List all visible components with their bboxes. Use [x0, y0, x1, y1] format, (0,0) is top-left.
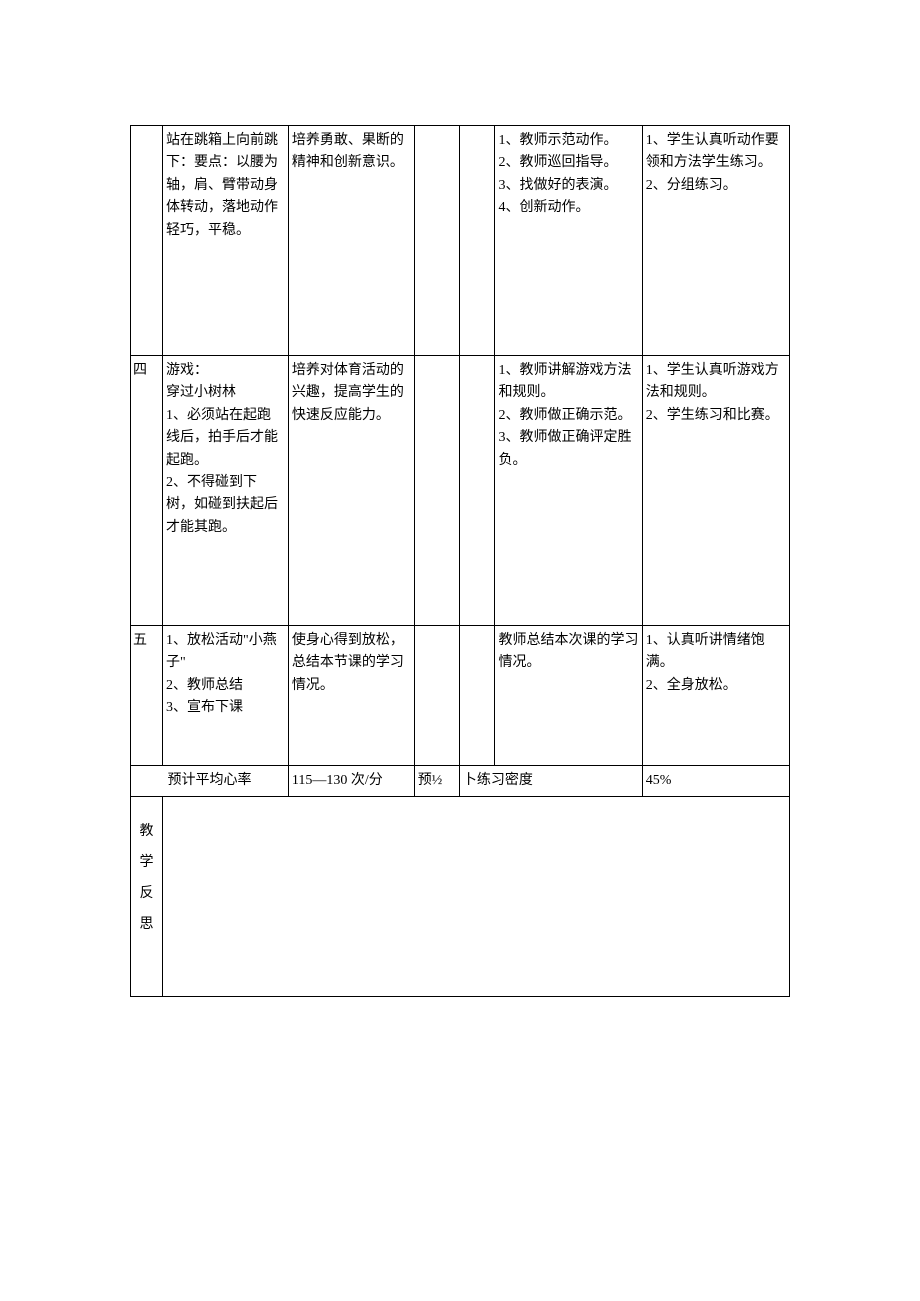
student-activity-cell: 1、学生认真听游戏方法和规则。 2、学生练习和比赛。 [642, 356, 789, 626]
content-cell: 1、放松活动"小燕子" 2、教师总结 3、宣布下课 [163, 626, 289, 766]
teacher-activity-cell: 1、教师示范动作。 2、教师巡回指导。 3、找做好的表演。 4、创新动作。 [495, 126, 642, 356]
blank-cell [414, 356, 459, 626]
teacher-activity-cell: 1、教师讲解游戏方法和规则。 2、教师做正确示范。 3、教师做正确评定胜负。 [495, 356, 642, 626]
density-label-part1: 预½ [414, 766, 459, 797]
lesson-plan-table: 站在跳箱上向前跳下：要点：以腰为轴，肩、臂带动身体转动，落地动作轻巧，平稳。 培… [130, 125, 790, 997]
table-row: 站在跳箱上向前跳下：要点：以腰为轴，肩、臂带动身体转动，落地动作轻巧，平稳。 培… [131, 126, 790, 356]
content-cell: 游戏： 穿过小树林 1、必须站在起跑线后，拍手后才能起跑。 2、不得碰到下树，如… [163, 356, 289, 626]
summary-row: 预计平均心率 115—130 次/分 预½ 卜练习密度 45% [131, 766, 790, 797]
heart-rate-value: 115—130 次/分 [288, 766, 414, 797]
table-row: 四 游戏： 穿过小树林 1、必须站在起跑线后，拍手后才能起跑。 2、不得碰到下树… [131, 356, 790, 626]
section-number: 五 [131, 626, 163, 766]
reflection-char: 反 [134, 879, 159, 910]
heart-rate-label: 预计平均心率 [131, 766, 289, 797]
section-number: 四 [131, 356, 163, 626]
reflection-char: 思 [134, 910, 159, 941]
goal-cell: 培养对体育活动的兴趣，提高学生的快速反应能力。 [288, 356, 414, 626]
teacher-activity-cell: 教师总结本次课的学习情况。 [495, 626, 642, 766]
blank-cell [459, 356, 495, 626]
blank-cell [459, 626, 495, 766]
reflection-char: 学 [134, 848, 159, 879]
section-number [131, 126, 163, 356]
goal-cell: 使身心得到放松，总结本节课的学习情况。 [288, 626, 414, 766]
density-label-part2: 卜练习密度 [459, 766, 642, 797]
density-value: 45% [642, 766, 789, 797]
student-activity-cell: 1、认真听讲情绪饱满。 2、全身放松。 [642, 626, 789, 766]
reflection-label: 教 学 反 思 [131, 797, 163, 997]
table-row: 五 1、放松活动"小燕子" 2、教师总结 3、宣布下课 使身心得到放松，总结本节… [131, 626, 790, 766]
student-activity-cell: 1、学生认真听动作要领和方法学生练习。 2、分组练习。 [642, 126, 789, 356]
reflection-content [163, 797, 790, 997]
content-cell: 站在跳箱上向前跳下：要点：以腰为轴，肩、臂带动身体转动，落地动作轻巧，平稳。 [163, 126, 289, 356]
blank-cell [414, 126, 459, 356]
reflection-char: 教 [134, 817, 159, 848]
blank-cell [459, 126, 495, 356]
goal-cell: 培养勇敢、果断的精神和创新意识。 [288, 126, 414, 356]
blank-cell [414, 626, 459, 766]
reflection-row: 教 学 反 思 [131, 797, 790, 997]
